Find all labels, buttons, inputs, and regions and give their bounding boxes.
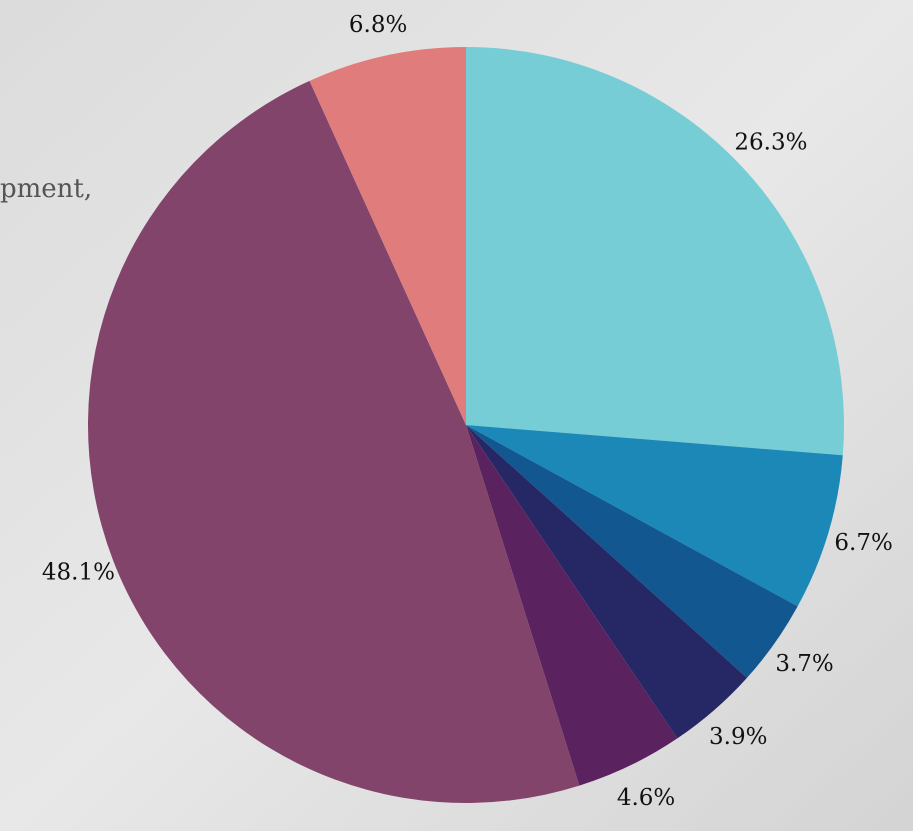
slice-label: 26.3%: [734, 130, 807, 156]
slice-label: 3.7%: [775, 651, 833, 677]
slice-label: 3.9%: [709, 724, 767, 750]
pie: [88, 47, 844, 804]
slice-label: 48.1%: [42, 559, 115, 585]
background-text: pment,: [0, 174, 92, 204]
pie-slice: [88, 80, 580, 804]
pie-slice: [466, 47, 844, 456]
labels: 26.3% 6.7% 3.7% 3.9% 4.6% 48.1% 6.8%: [42, 12, 893, 811]
pie-slice: [466, 425, 678, 786]
pie-slice: [466, 425, 798, 678]
slice-label: 6.8%: [349, 12, 407, 38]
pie-slice: [466, 425, 747, 739]
pie-slice: [309, 47, 466, 425]
slice-label: 6.7%: [834, 530, 892, 556]
pie-slice: [466, 425, 843, 607]
slice-label: 4.6%: [617, 785, 675, 811]
